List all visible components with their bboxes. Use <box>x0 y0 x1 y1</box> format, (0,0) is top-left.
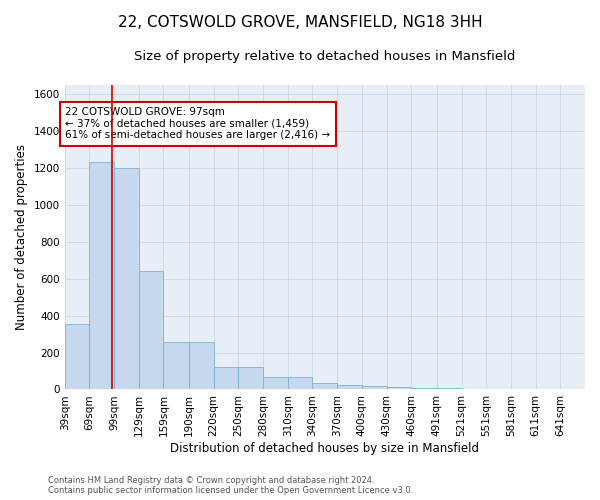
Bar <box>189 342 214 390</box>
Bar <box>263 378 288 390</box>
Bar <box>486 388 511 390</box>
Bar <box>411 388 437 390</box>
Bar <box>386 386 411 390</box>
Bar <box>337 385 362 390</box>
Bar <box>139 272 163 390</box>
Bar <box>214 368 238 390</box>
Text: 22 COTSWOLD GROVE: 97sqm
← 37% of detached houses are smaller (1,459)
61% of sem: 22 COTSWOLD GROVE: 97sqm ← 37% of detach… <box>65 107 331 140</box>
Bar <box>114 168 139 390</box>
Y-axis label: Number of detached properties: Number of detached properties <box>15 144 28 330</box>
Bar <box>163 342 189 390</box>
Bar <box>536 388 560 390</box>
Bar <box>65 324 89 390</box>
Bar <box>313 383 337 390</box>
Bar <box>89 162 114 390</box>
Title: Size of property relative to detached houses in Mansfield: Size of property relative to detached ho… <box>134 50 515 63</box>
Bar <box>437 388 461 390</box>
Text: Contains HM Land Registry data © Crown copyright and database right 2024.
Contai: Contains HM Land Registry data © Crown c… <box>48 476 413 495</box>
Bar <box>238 368 263 390</box>
Bar <box>362 386 386 390</box>
X-axis label: Distribution of detached houses by size in Mansfield: Distribution of detached houses by size … <box>170 442 479 455</box>
Text: 22, COTSWOLD GROVE, MANSFIELD, NG18 3HH: 22, COTSWOLD GROVE, MANSFIELD, NG18 3HH <box>118 15 482 30</box>
Bar <box>511 388 536 390</box>
Bar <box>288 378 313 390</box>
Bar <box>461 388 486 390</box>
